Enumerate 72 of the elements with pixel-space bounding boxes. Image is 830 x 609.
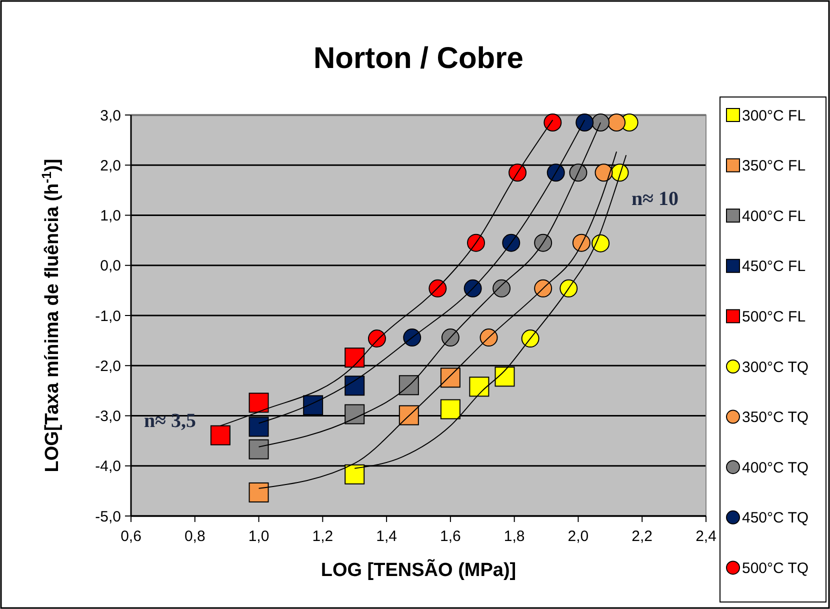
point xyxy=(544,114,562,132)
y-tick-label: -1,0 xyxy=(95,308,121,325)
point xyxy=(248,439,269,460)
x-tick-label: 2,2 xyxy=(632,528,653,545)
point xyxy=(303,395,324,416)
point xyxy=(398,375,419,396)
x-tick-label: 1,0 xyxy=(248,528,270,545)
point xyxy=(344,348,365,368)
x-tick-label: 2,0 xyxy=(568,528,589,545)
point xyxy=(368,330,386,348)
point xyxy=(248,392,269,413)
x-tick-label: 0,8 xyxy=(184,528,206,545)
point xyxy=(546,164,565,182)
x-tick-label: 0,6 xyxy=(120,528,142,545)
legend-label: 300°C FL xyxy=(742,107,806,124)
point xyxy=(480,328,498,347)
y-tick-label: 1,0 xyxy=(100,208,121,224)
point xyxy=(344,376,365,396)
legend-label: 500°C TQ xyxy=(742,560,809,577)
x-tick-label: 1,4 xyxy=(376,528,397,545)
legend-label: 350°C TQ xyxy=(742,409,809,426)
point xyxy=(560,279,578,298)
legend-label: 400°C FL xyxy=(742,208,806,225)
point xyxy=(344,464,365,484)
legend-label: 500°C FL xyxy=(742,308,806,326)
annotation: n≈ 10 xyxy=(631,188,679,210)
annotation: n≈ 3,5 xyxy=(144,410,196,432)
point xyxy=(467,234,485,252)
x-axis-title: LOG [TENSÃO (MPa)] xyxy=(320,559,516,581)
point xyxy=(441,328,460,347)
point xyxy=(440,368,460,388)
point xyxy=(572,234,590,252)
x-tick-label: 2,4 xyxy=(696,528,716,545)
point xyxy=(608,114,626,132)
point xyxy=(502,234,520,252)
point xyxy=(248,416,269,437)
point xyxy=(428,279,447,298)
point xyxy=(492,279,511,298)
y-tick-label: -3,0 xyxy=(95,408,121,425)
y-tick-label: -5,0 xyxy=(95,508,121,526)
point xyxy=(464,279,482,298)
legend-label: 450°C TQ xyxy=(742,510,809,527)
point xyxy=(534,279,552,298)
point xyxy=(494,366,515,387)
y-tick-label: -4,0 xyxy=(95,458,121,476)
point xyxy=(344,404,365,424)
point xyxy=(569,164,588,182)
point xyxy=(576,114,594,132)
point xyxy=(592,234,610,252)
point xyxy=(403,328,422,347)
legend-label: 300°C TQ xyxy=(742,358,809,376)
point xyxy=(398,405,419,426)
chart-title: Norton / Cobre xyxy=(314,42,524,75)
legend-label: 400°C TQ xyxy=(742,459,809,476)
y-tick-label: 2,0 xyxy=(100,157,121,174)
point xyxy=(210,425,230,446)
y-tick-label: -2,0 xyxy=(95,358,121,375)
legend-label: 350°C FL xyxy=(742,158,806,175)
point xyxy=(534,234,552,252)
x-tick-label: 1,6 xyxy=(440,528,461,545)
y-tick-label: 0,0 xyxy=(100,258,121,275)
point xyxy=(594,164,613,182)
point xyxy=(508,164,527,182)
point xyxy=(440,399,460,420)
point xyxy=(521,330,540,348)
point xyxy=(248,482,269,502)
x-tick-label: 1,2 xyxy=(312,528,334,545)
legend-label: 450°C FL xyxy=(742,258,806,276)
point xyxy=(592,114,610,132)
point xyxy=(469,376,490,397)
x-tick-label: 1,8 xyxy=(504,528,525,545)
y-tick-label: 3,0 xyxy=(100,107,121,124)
